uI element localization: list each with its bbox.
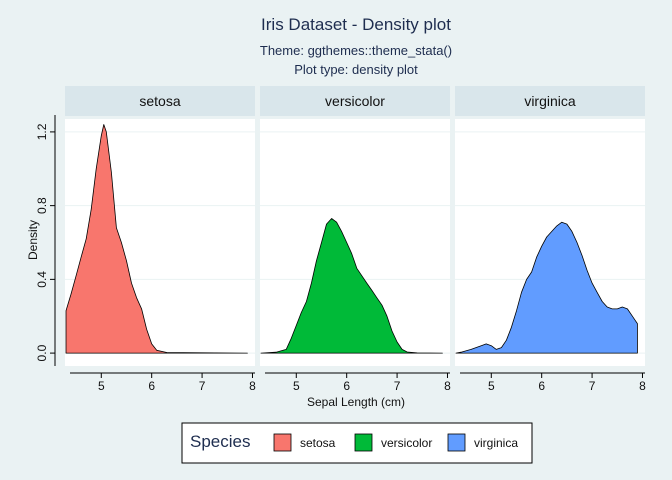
y-axis-title: Density [26, 220, 40, 260]
density-area-virginica [455, 221, 638, 354]
facet-panel-setosa: setosa 5 6 7 8 [65, 86, 256, 393]
x-tick-label: 7 [589, 379, 596, 393]
x-tick-label: 7 [199, 379, 206, 393]
density-area-versicolor [260, 218, 443, 354]
facet-strip-label: versicolor [325, 93, 385, 109]
facet-strip-label: virginica [524, 93, 576, 109]
x-tick-label: 8 [639, 379, 646, 393]
facet-strip [260, 86, 450, 116]
legend-label-versicolor: versicolor [381, 436, 432, 450]
legend-key-virginica [447, 433, 466, 452]
chart-title: Iris Dataset - Density plot [261, 15, 451, 34]
y-tick-label: 0.4 [35, 271, 49, 288]
legend-label-setosa: setosa [300, 436, 336, 450]
facet-strip [455, 86, 645, 116]
chart-subtitle-line-1: Theme: ggthemes::theme_stata() [260, 43, 452, 58]
y-tick-label: 0.8 [35, 197, 49, 214]
legend: Species setosa versicolor virginica [181, 422, 533, 464]
legend-key-setosa [273, 433, 292, 452]
x-tick-label: 8 [444, 379, 451, 393]
x-tick-label: 5 [98, 379, 105, 393]
x-tick-label: 6 [343, 379, 350, 393]
x-tick-label: 7 [394, 379, 401, 393]
density-area-setosa [65, 124, 248, 354]
facet-strip-label: setosa [139, 93, 180, 109]
facet-strip [65, 86, 255, 116]
x-tick-label: 6 [148, 379, 155, 393]
x-tick-label: 6 [538, 379, 545, 393]
y-tick-label: 0.0 [35, 344, 49, 361]
facet-panel-virginica: virginica 5 6 7 8 [455, 86, 646, 393]
legend-label-virginica: virginica [474, 436, 518, 450]
legend-key-versicolor [354, 433, 373, 452]
chart-subtitle-line-2: Plot type: density plot [294, 62, 418, 77]
legend-title: Species [190, 432, 250, 451]
x-axis-title: Sepal Length (cm) [307, 395, 405, 409]
x-tick-label: 8 [249, 379, 256, 393]
facet-panel-versicolor: versicolor 5 6 7 8 [260, 86, 451, 393]
x-tick-label: 5 [488, 379, 495, 393]
y-tick-label: 1.2 [35, 123, 49, 140]
x-tick-label: 5 [293, 379, 300, 393]
